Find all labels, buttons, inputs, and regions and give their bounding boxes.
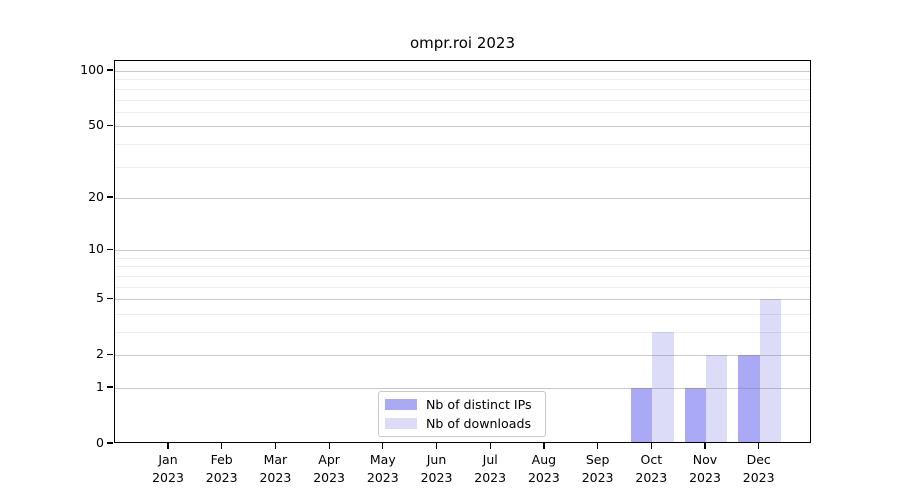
x-tick-label-year: 2023 (259, 469, 292, 485)
x-tick-label-year: 2023 (689, 469, 721, 485)
x-tick-mark (650, 443, 652, 449)
gridline-minor (115, 275, 810, 277)
bar-distinct-ips-dec (738, 355, 760, 442)
x-tick-label-year: 2023 (581, 469, 614, 485)
x-tick-mark (221, 443, 223, 449)
gridline-major (115, 197, 810, 199)
bar-downloads-dec (759, 299, 781, 442)
gridline-minor (115, 166, 810, 168)
x-tick-label: Jan 2023 (138, 451, 198, 486)
gridline-major (115, 299, 810, 301)
legend-swatch-distinct-ips-icon (385, 399, 417, 410)
y-tick-label: 1 (96, 378, 104, 394)
y-tick-label: 0 (96, 435, 104, 450)
x-tick-mark (328, 443, 330, 449)
bar-distinct-ips-oct (631, 387, 653, 442)
x-tick-label: Apr 2023 (299, 451, 359, 486)
x-tick-label: Jun 2023 (407, 451, 467, 486)
x-tick-mark (758, 443, 760, 449)
x-tick-label: Mar 2023 (245, 451, 305, 486)
y-tick-mark (107, 196, 113, 198)
gridline-major (115, 71, 810, 72)
gridline-major (115, 250, 810, 252)
gridline-minor (115, 99, 810, 101)
bar-downloads-oct (652, 331, 674, 442)
x-tick-mark (274, 443, 277, 449)
y-tick-mark (107, 353, 113, 355)
x-tick-label: Nov 2023 (675, 451, 735, 486)
gridline-minor (115, 79, 810, 81)
gridline-major (115, 388, 810, 389)
x-tick-label-year: 2023 (313, 469, 345, 485)
x-tick-mark (597, 443, 599, 449)
gridline-minor (115, 286, 810, 288)
x-tick-label: Oct 2023 (621, 451, 681, 486)
y-tick-label: 5 (96, 290, 104, 306)
y-tick-mark (107, 442, 113, 444)
x-tick-label-year: 2023 (366, 469, 399, 485)
legend-label-distinct-ips: Nb of distinct IPs (426, 397, 532, 412)
x-tick-mark (435, 443, 438, 449)
x-tick-label: Sep 2023 (568, 451, 628, 486)
x-tick-label-year: 2023 (742, 469, 775, 485)
x-tick-mark (167, 443, 169, 449)
chart-title: ompr.roi 2023 (410, 34, 515, 52)
x-tick-label-year: 2023 (205, 469, 238, 485)
y-tick-mark (107, 69, 113, 71)
x-tick-label-year: 2023 (152, 469, 184, 485)
bar-downloads-nov (706, 355, 728, 442)
legend-item-downloads: Nb of downloads (385, 416, 545, 431)
y-tick-mark (107, 386, 113, 388)
x-tick-mark (382, 443, 384, 449)
x-tick-mark (543, 443, 545, 449)
x-tick-label-year: 2023 (527, 469, 560, 485)
y-tick-label: 100 (80, 62, 104, 77)
x-tick-label: Feb 2023 (192, 451, 252, 486)
gridline-minor (115, 257, 810, 259)
y-tick-label: 2 (96, 346, 104, 362)
gridline-minor (115, 332, 810, 333)
x-tick-mark (704, 443, 706, 449)
x-tick-label-year: 2023 (474, 469, 507, 485)
legend-swatch-downloads-icon (385, 418, 417, 429)
x-tick-label: May 2023 (353, 451, 413, 486)
plot-area (114, 60, 811, 443)
gridline-minor (115, 143, 810, 145)
y-tick-mark (107, 248, 113, 250)
y-tick-mark (107, 124, 113, 126)
gridline-major (115, 126, 810, 128)
legend-label-downloads: Nb of downloads (426, 416, 532, 431)
legend: Nb of distinct IPs Nb of downloads (378, 391, 546, 437)
gridline-minor (115, 111, 810, 113)
legend-item-distinct-ips: Nb of distinct IPs (385, 397, 545, 412)
gridline-minor (115, 88, 810, 90)
x-tick-mark (489, 443, 491, 449)
x-tick-label: Dec 2023 (729, 451, 789, 486)
gridline-minor (115, 313, 810, 315)
y-tick-label: 10 (88, 241, 104, 257)
x-tick-label-year: 2023 (635, 469, 668, 485)
x-tick-label-year: 2023 (420, 469, 453, 485)
bar-distinct-ips-nov (684, 387, 706, 442)
x-tick-label: Aug 2023 (514, 451, 574, 486)
y-tick-label: 20 (88, 188, 104, 204)
gridline-minor (115, 266, 810, 268)
gridline-major (115, 355, 810, 357)
y-tick-mark (107, 297, 113, 299)
x-tick-label: Jul 2023 (460, 451, 520, 486)
y-tick-label: 50 (88, 117, 104, 133)
